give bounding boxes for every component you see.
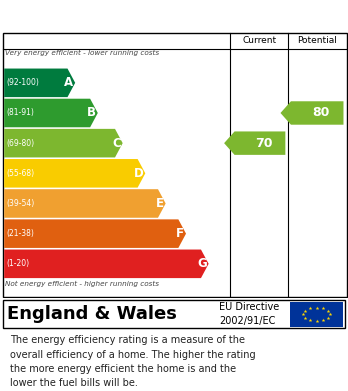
Text: England & Wales: England & Wales bbox=[7, 305, 177, 323]
Polygon shape bbox=[4, 99, 98, 127]
Text: 80: 80 bbox=[312, 106, 329, 120]
Text: 70: 70 bbox=[255, 136, 272, 150]
Polygon shape bbox=[4, 189, 166, 218]
Text: (81-91): (81-91) bbox=[6, 108, 34, 117]
Text: A: A bbox=[64, 76, 73, 89]
Text: Current: Current bbox=[242, 36, 276, 45]
Polygon shape bbox=[4, 219, 186, 248]
Text: E: E bbox=[156, 197, 164, 210]
Text: Potential: Potential bbox=[298, 36, 338, 45]
Text: EU Directive
2002/91/EC: EU Directive 2002/91/EC bbox=[219, 302, 279, 326]
Text: B: B bbox=[87, 106, 96, 120]
Text: Energy Efficiency Rating: Energy Efficiency Rating bbox=[10, 9, 232, 23]
Text: Very energy efficient - lower running costs: Very energy efficient - lower running co… bbox=[5, 50, 159, 56]
Polygon shape bbox=[4, 129, 123, 158]
Polygon shape bbox=[224, 131, 285, 155]
Polygon shape bbox=[280, 101, 343, 125]
Text: (55-68): (55-68) bbox=[6, 169, 34, 178]
Bar bbox=[290, 302, 343, 326]
Text: Not energy efficient - higher running costs: Not energy efficient - higher running co… bbox=[5, 281, 159, 287]
Text: (21-38): (21-38) bbox=[6, 229, 34, 238]
Text: F: F bbox=[176, 227, 184, 240]
Text: (92-100): (92-100) bbox=[6, 78, 39, 87]
Text: (69-80): (69-80) bbox=[6, 139, 34, 148]
Text: G: G bbox=[197, 257, 207, 270]
Text: (39-54): (39-54) bbox=[6, 199, 34, 208]
Polygon shape bbox=[4, 249, 209, 278]
Text: D: D bbox=[134, 167, 144, 180]
Text: (1-20): (1-20) bbox=[6, 259, 29, 268]
Text: The energy efficiency rating is a measure of the
overall efficiency of a home. T: The energy efficiency rating is a measur… bbox=[10, 335, 256, 388]
Text: C: C bbox=[112, 136, 121, 150]
Polygon shape bbox=[4, 68, 75, 97]
Polygon shape bbox=[4, 159, 145, 188]
Bar bbox=[3, 300, 345, 328]
